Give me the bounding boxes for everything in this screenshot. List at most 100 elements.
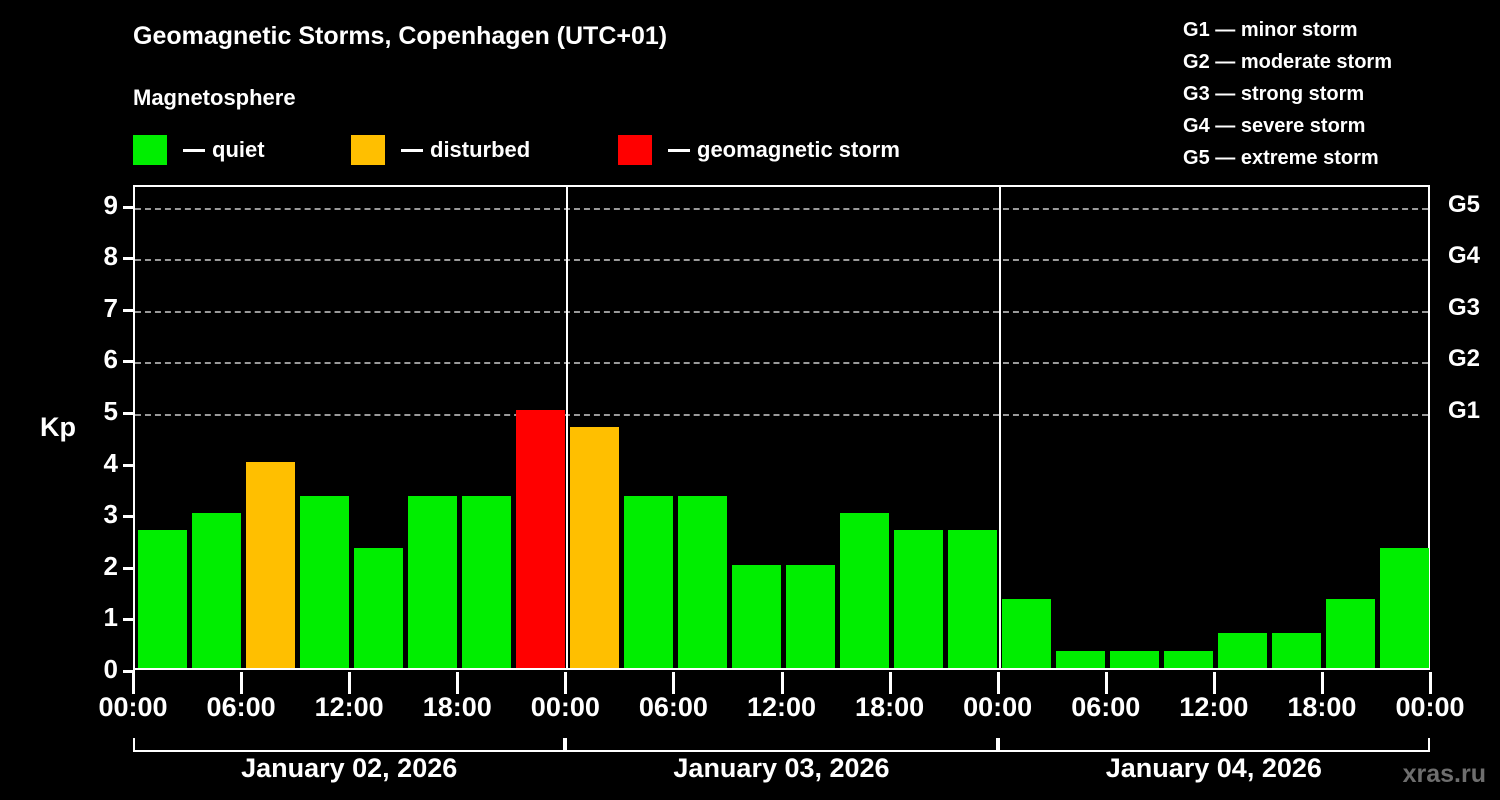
bar[interactable]: [569, 427, 619, 668]
y-tick-label-3: 3: [103, 499, 118, 530]
x-tick-mark-2: [348, 672, 352, 694]
y-tick-mark-2: [123, 566, 135, 570]
bar[interactable]: [461, 496, 511, 668]
day-divider-1: [566, 187, 569, 668]
magnetosphere-label: Magnetosphere: [133, 85, 296, 110]
bar[interactable]: [786, 564, 836, 668]
bar[interactable]: [137, 530, 187, 668]
gridline-kp-8: [135, 259, 1428, 262]
x-tick-label-0: 00:00: [98, 692, 168, 722]
x-tick-mark-11: [1320, 672, 1324, 694]
y-tick-mark-6: [123, 360, 135, 364]
date-label-3: January 04, 2026: [1105, 753, 1322, 783]
legend-dash-icon: [401, 148, 423, 152]
g-axis-label-G2: G2: [1448, 345, 1481, 373]
legend-swatch-quiet-icon: [133, 135, 167, 165]
g-axis-label-G4: G4: [1448, 242, 1481, 270]
legend-dash-icon: [668, 148, 690, 152]
x-tick-label-1: 06:00: [206, 692, 276, 722]
date-bracket-2: [565, 738, 998, 752]
legend-label-disturbed: disturbed: [430, 137, 531, 162]
bar[interactable]: [1218, 633, 1268, 668]
bar[interactable]: [515, 410, 565, 668]
y-tick-label-1: 1: [103, 602, 118, 633]
bar[interactable]: [407, 496, 457, 668]
bar[interactable]: [1380, 547, 1430, 668]
bar[interactable]: [894, 530, 944, 668]
gridline-kp-6: [135, 362, 1428, 365]
bar[interactable]: [1326, 599, 1376, 668]
bar[interactable]: [299, 496, 349, 668]
y-axis-label: Kp: [40, 412, 76, 442]
legend-entry-quiet: quiet: [133, 133, 265, 167]
legend-entry-storm: geomagnetic storm: [618, 133, 900, 167]
x-tick-mark-9: [1104, 672, 1108, 694]
y-tick-label-2: 2: [103, 550, 118, 581]
x-tick-mark-12: [1429, 672, 1432, 694]
g-legend-row-5: G5 — extreme storm: [1183, 147, 1379, 169]
x-tick-label-5: 06:00: [638, 692, 708, 722]
date-bracket-3: [997, 738, 1430, 752]
bar[interactable]: [1272, 633, 1322, 668]
x-tick-mark-5: [672, 672, 676, 694]
g-legend-row-4: G4 — severe storm: [1183, 115, 1366, 137]
y-tick-mark-9: [123, 205, 135, 209]
g-legend-row-3: G3 — strong storm: [1183, 83, 1365, 105]
g-legend-row-1: G1 — minor storm: [1183, 19, 1358, 41]
x-tick-mark-3: [456, 672, 460, 694]
gridline-kp-5: [135, 414, 1428, 417]
y-tick-label-4: 4: [103, 447, 118, 478]
legend-entry-disturbed: disturbed: [351, 133, 530, 167]
legend-dash-icon: [183, 148, 205, 152]
bar[interactable]: [840, 513, 890, 668]
gridline-kp-7: [135, 310, 1428, 313]
x-tick-mark-10: [1212, 672, 1216, 694]
bar[interactable]: [245, 461, 295, 668]
bar[interactable]: [1002, 599, 1052, 668]
y-tick-label-7: 7: [103, 292, 118, 323]
date-label-1: January 02, 2026: [241, 753, 458, 783]
x-tick-label-6: 12:00: [746, 692, 817, 722]
x-tick-label-10: 12:00: [1179, 692, 1249, 722]
legend-swatch-disturbed-icon: [351, 135, 385, 165]
y-tick-label-0: 0: [103, 654, 118, 684]
bar-series: [135, 187, 1430, 668]
y-tick-mark-4: [123, 463, 135, 467]
bar[interactable]: [948, 530, 998, 668]
bar[interactable]: [677, 496, 727, 668]
y-tick-label-6: 6: [103, 344, 118, 375]
bar[interactable]: [731, 564, 781, 668]
x-tick-label-4: 00:00: [530, 692, 600, 722]
y-tick-mark-1: [123, 618, 135, 622]
x-tick-label-11: 18:00: [1287, 692, 1357, 722]
g-axis-label-G1: G1: [1448, 397, 1481, 425]
g-axis-label-G3: G3: [1448, 293, 1481, 321]
bar[interactable]: [623, 496, 673, 668]
bar[interactable]: [1056, 650, 1106, 668]
date-bracket-1: [133, 738, 566, 752]
date-label-2: January 03, 2026: [673, 753, 890, 783]
day-divider-2: [998, 187, 1001, 668]
x-tick-label-3: 18:00: [422, 692, 492, 722]
x-tick-label-2: 12:00: [314, 692, 384, 722]
bar[interactable]: [1110, 650, 1160, 668]
bar[interactable]: [1164, 650, 1214, 668]
y-tick-mark-5: [123, 412, 135, 416]
watermark: xras.ru: [1402, 760, 1486, 788]
x-tick-label-7: 18:00: [855, 692, 925, 722]
x-tick-mark-8: [996, 672, 1000, 694]
x-tick-mark-0: [132, 672, 135, 694]
y-tick-label-5: 5: [103, 396, 118, 427]
plot-area: [133, 185, 1430, 670]
x-tick-mark-6: [780, 672, 784, 694]
x-tick-label-9: 06:00: [1071, 692, 1141, 722]
legend-label-storm: geomagnetic storm: [697, 137, 900, 162]
y-tick-label-8: 8: [103, 241, 118, 272]
bar[interactable]: [191, 513, 241, 668]
page-title: Geomagnetic Storms, Copenhagen (UTC+01): [133, 22, 668, 50]
bar[interactable]: [353, 547, 403, 668]
x-tick-label-12: 00:00: [1395, 692, 1465, 722]
y-tick-mark-0: [123, 670, 135, 673]
g-axis-label-G5: G5: [1448, 190, 1481, 218]
y-tick-mark-3: [123, 515, 135, 519]
